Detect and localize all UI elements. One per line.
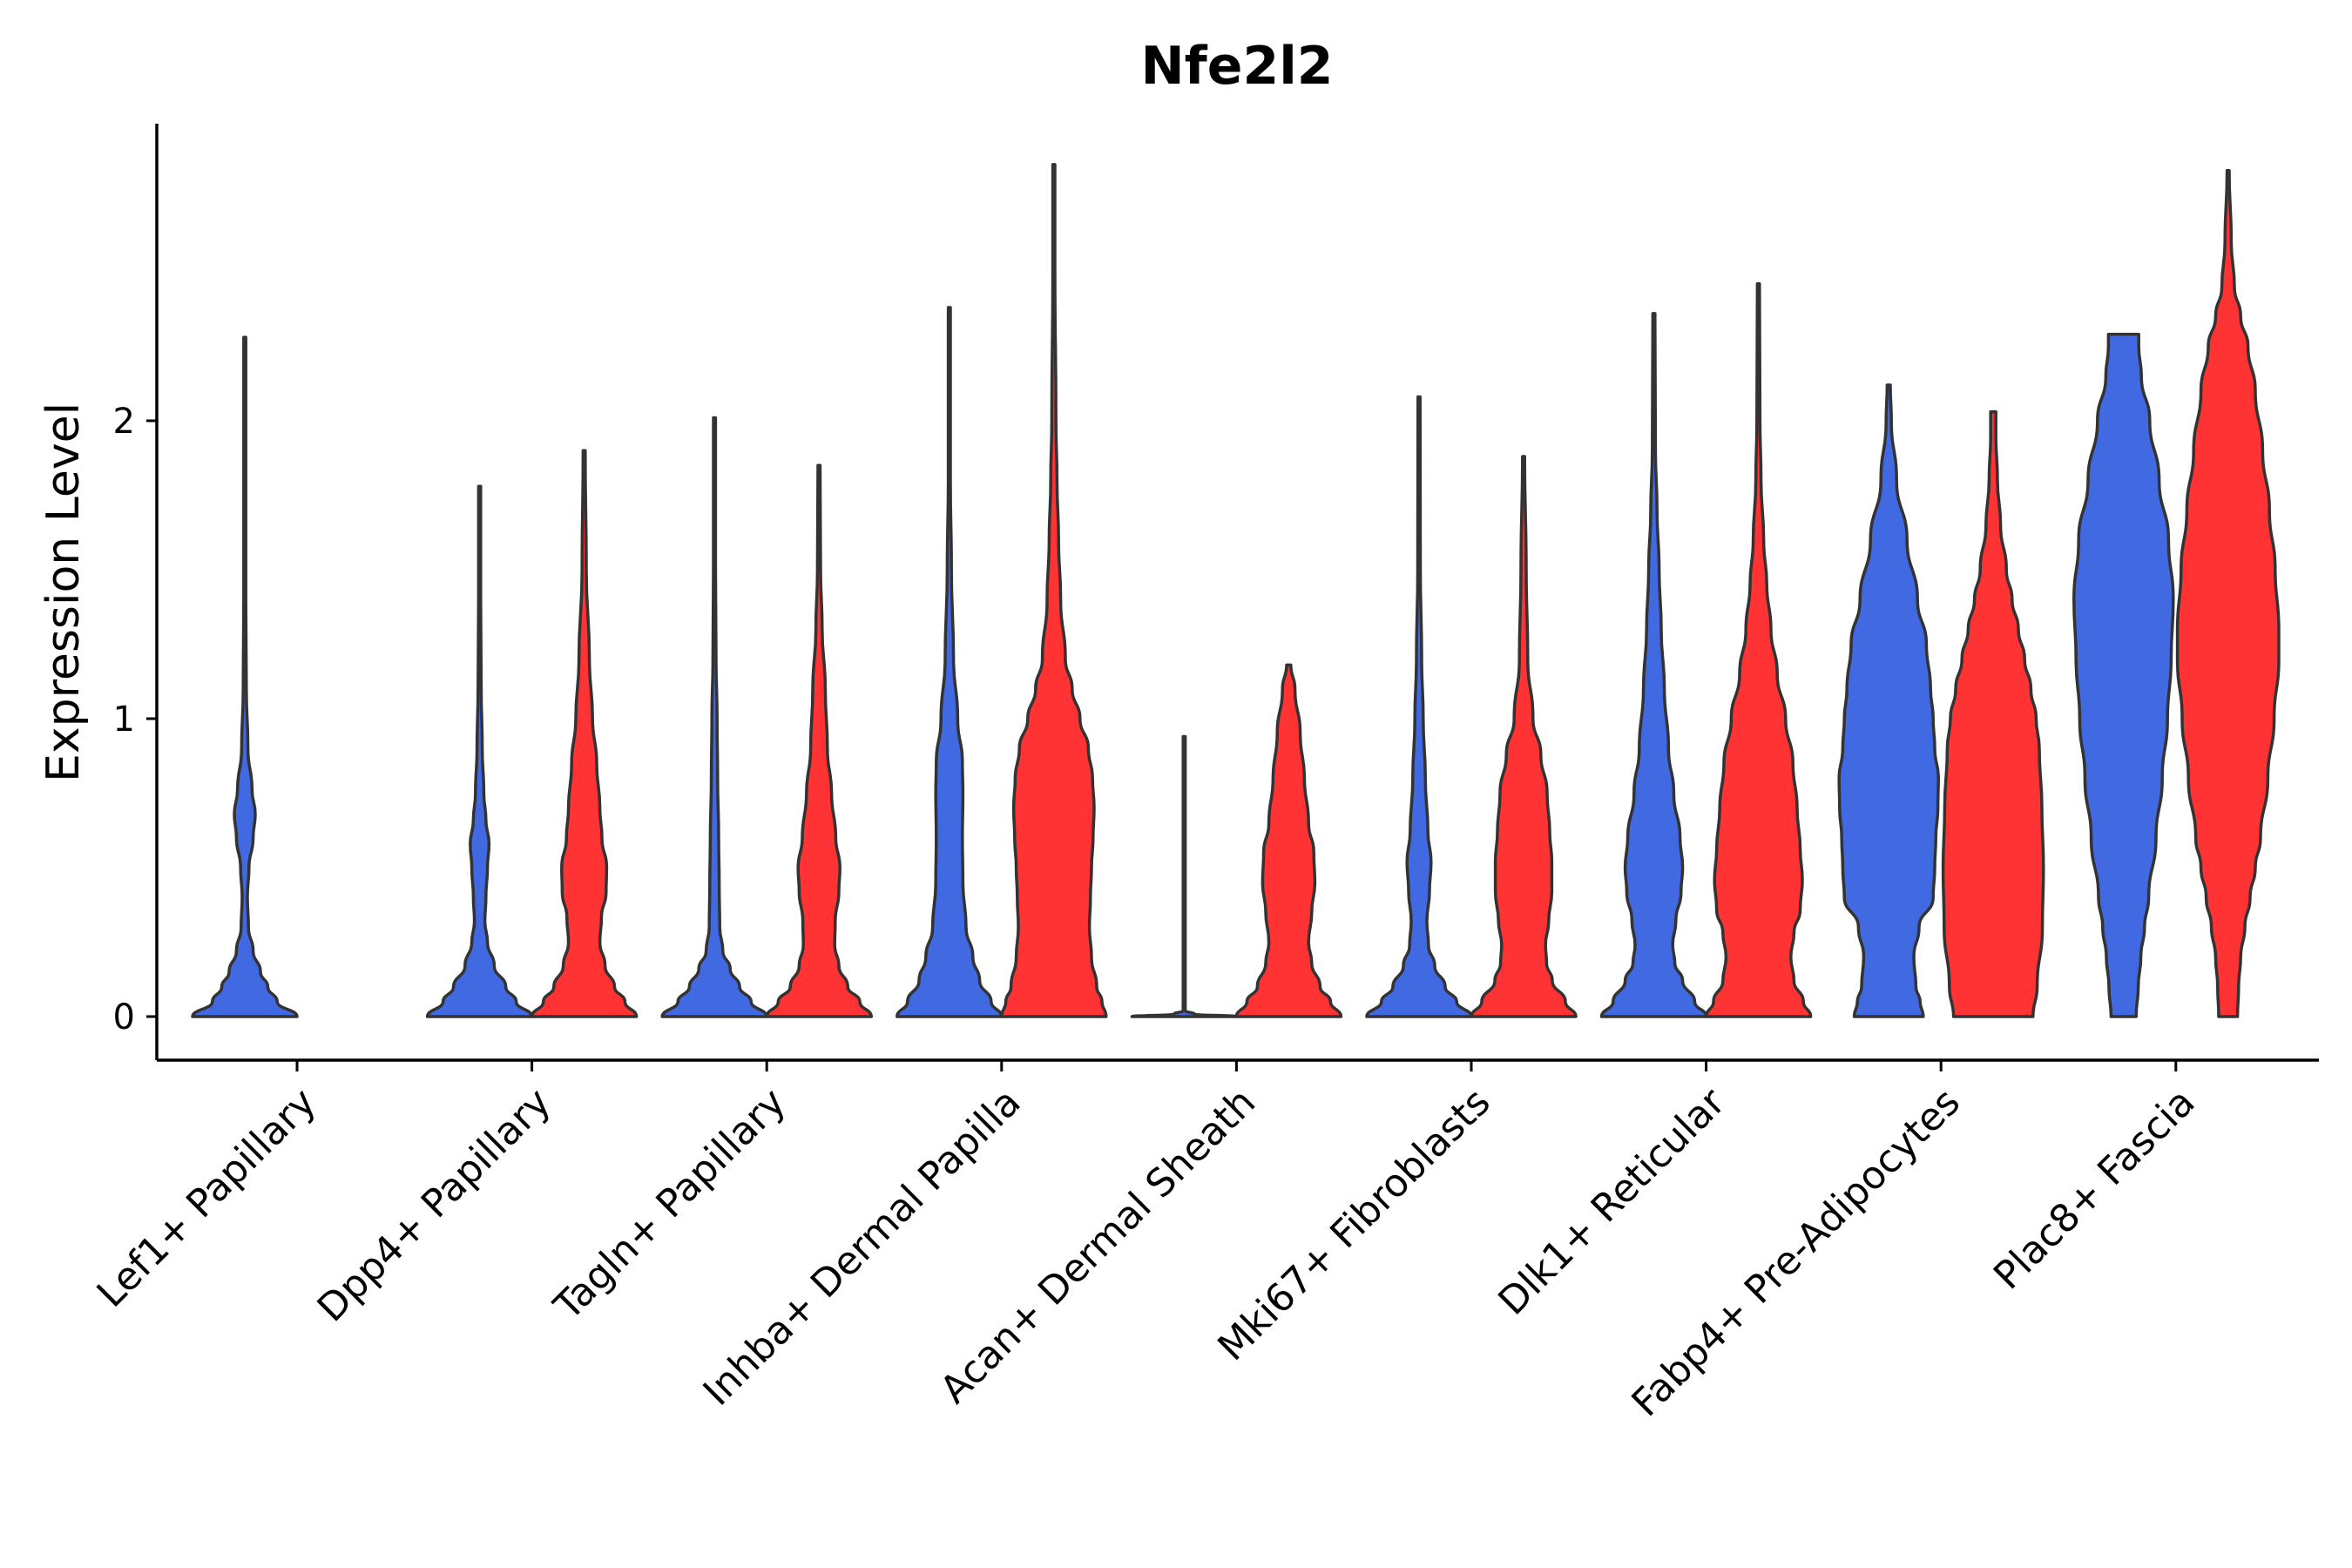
violin-group2 — [765, 463, 873, 1018]
y-tick-label: 2 — [113, 402, 135, 442]
violin-group1 — [896, 306, 1004, 1018]
violin-group2 — [1234, 663, 1343, 1018]
y-axis-ticks: 0 1 2 — [113, 402, 157, 1037]
violin-group2 — [1000, 163, 1108, 1018]
violin-group2 — [530, 449, 639, 1018]
x-tick-label: Lef1+ Papillary — [89, 1080, 325, 1316]
violin-layer — [191, 163, 2281, 1018]
violin-group1 — [1365, 395, 1473, 1018]
violin-group1 — [660, 416, 768, 1018]
violin-group1 — [1837, 383, 1940, 1018]
violin-group1 — [191, 335, 299, 1018]
violin-group2 — [1704, 281, 1813, 1018]
violin-group2 — [1941, 409, 2045, 1018]
x-tick-label: Mki67+ Fibroblasts — [1209, 1080, 1498, 1369]
y-axis-label: Expression Level — [37, 402, 90, 782]
violin-group1 — [1599, 312, 1708, 1018]
y-tick-label: 1 — [113, 700, 135, 740]
x-tick-label: Dlk1+ Reticular — [1490, 1079, 1734, 1324]
chart-title: Nfe2l2 — [1140, 36, 1333, 97]
y-tick-label: 0 — [113, 997, 135, 1037]
x-tick-label: Tagln+ Papillary — [545, 1080, 794, 1329]
violin-group1 — [1130, 734, 1239, 1018]
x-tick-label: Plac8+ Fascia — [1985, 1080, 2204, 1299]
x-tick-label: Dpp4+ Papillary — [309, 1080, 560, 1331]
violin-group1 — [2072, 333, 2175, 1018]
violin-group2 — [2175, 168, 2281, 1018]
violin-group2 — [1470, 455, 1578, 1018]
violin-group1 — [425, 484, 534, 1018]
